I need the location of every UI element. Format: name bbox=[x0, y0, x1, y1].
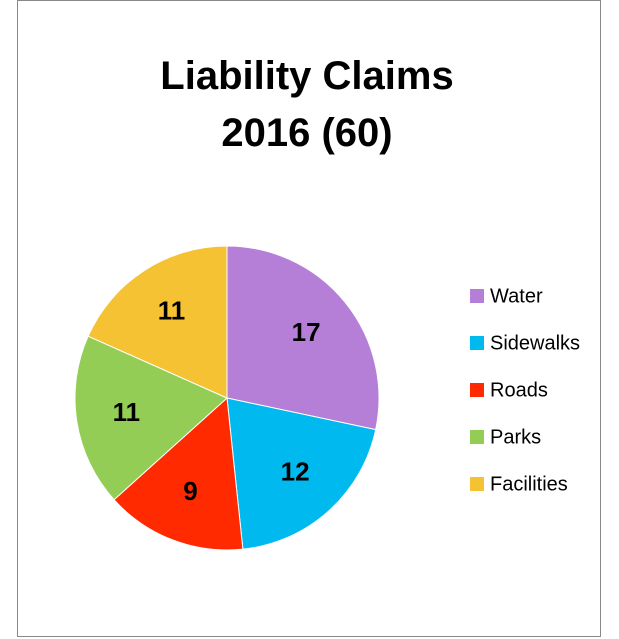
legend-label: Parks bbox=[490, 426, 541, 448]
legend-label: Facilities bbox=[490, 473, 568, 495]
pie-slice bbox=[226, 397, 377, 550]
legend-label: Water bbox=[490, 285, 543, 307]
legend-swatch bbox=[470, 336, 484, 350]
legend-label: Sidewalks bbox=[490, 332, 580, 354]
legend-swatch bbox=[470, 430, 484, 444]
pie-slice bbox=[74, 335, 228, 501]
data-label: 12 bbox=[281, 457, 310, 487]
data-label: 11 bbox=[113, 397, 141, 427]
data-label: 11 bbox=[158, 295, 186, 325]
pie-slice bbox=[226, 245, 380, 431]
chart-border bbox=[17, 0, 601, 637]
pie-slice bbox=[87, 245, 228, 399]
data-label: 9 bbox=[183, 476, 197, 506]
legend-swatch bbox=[470, 383, 484, 397]
data-label: 17 bbox=[292, 317, 321, 347]
pie-slice bbox=[113, 396, 244, 551]
legend-swatch bbox=[470, 289, 484, 303]
chart-title: Liability Claims 2016 (60) bbox=[160, 54, 454, 155]
legend-label: Roads bbox=[490, 379, 548, 401]
legend-swatch bbox=[470, 477, 484, 491]
